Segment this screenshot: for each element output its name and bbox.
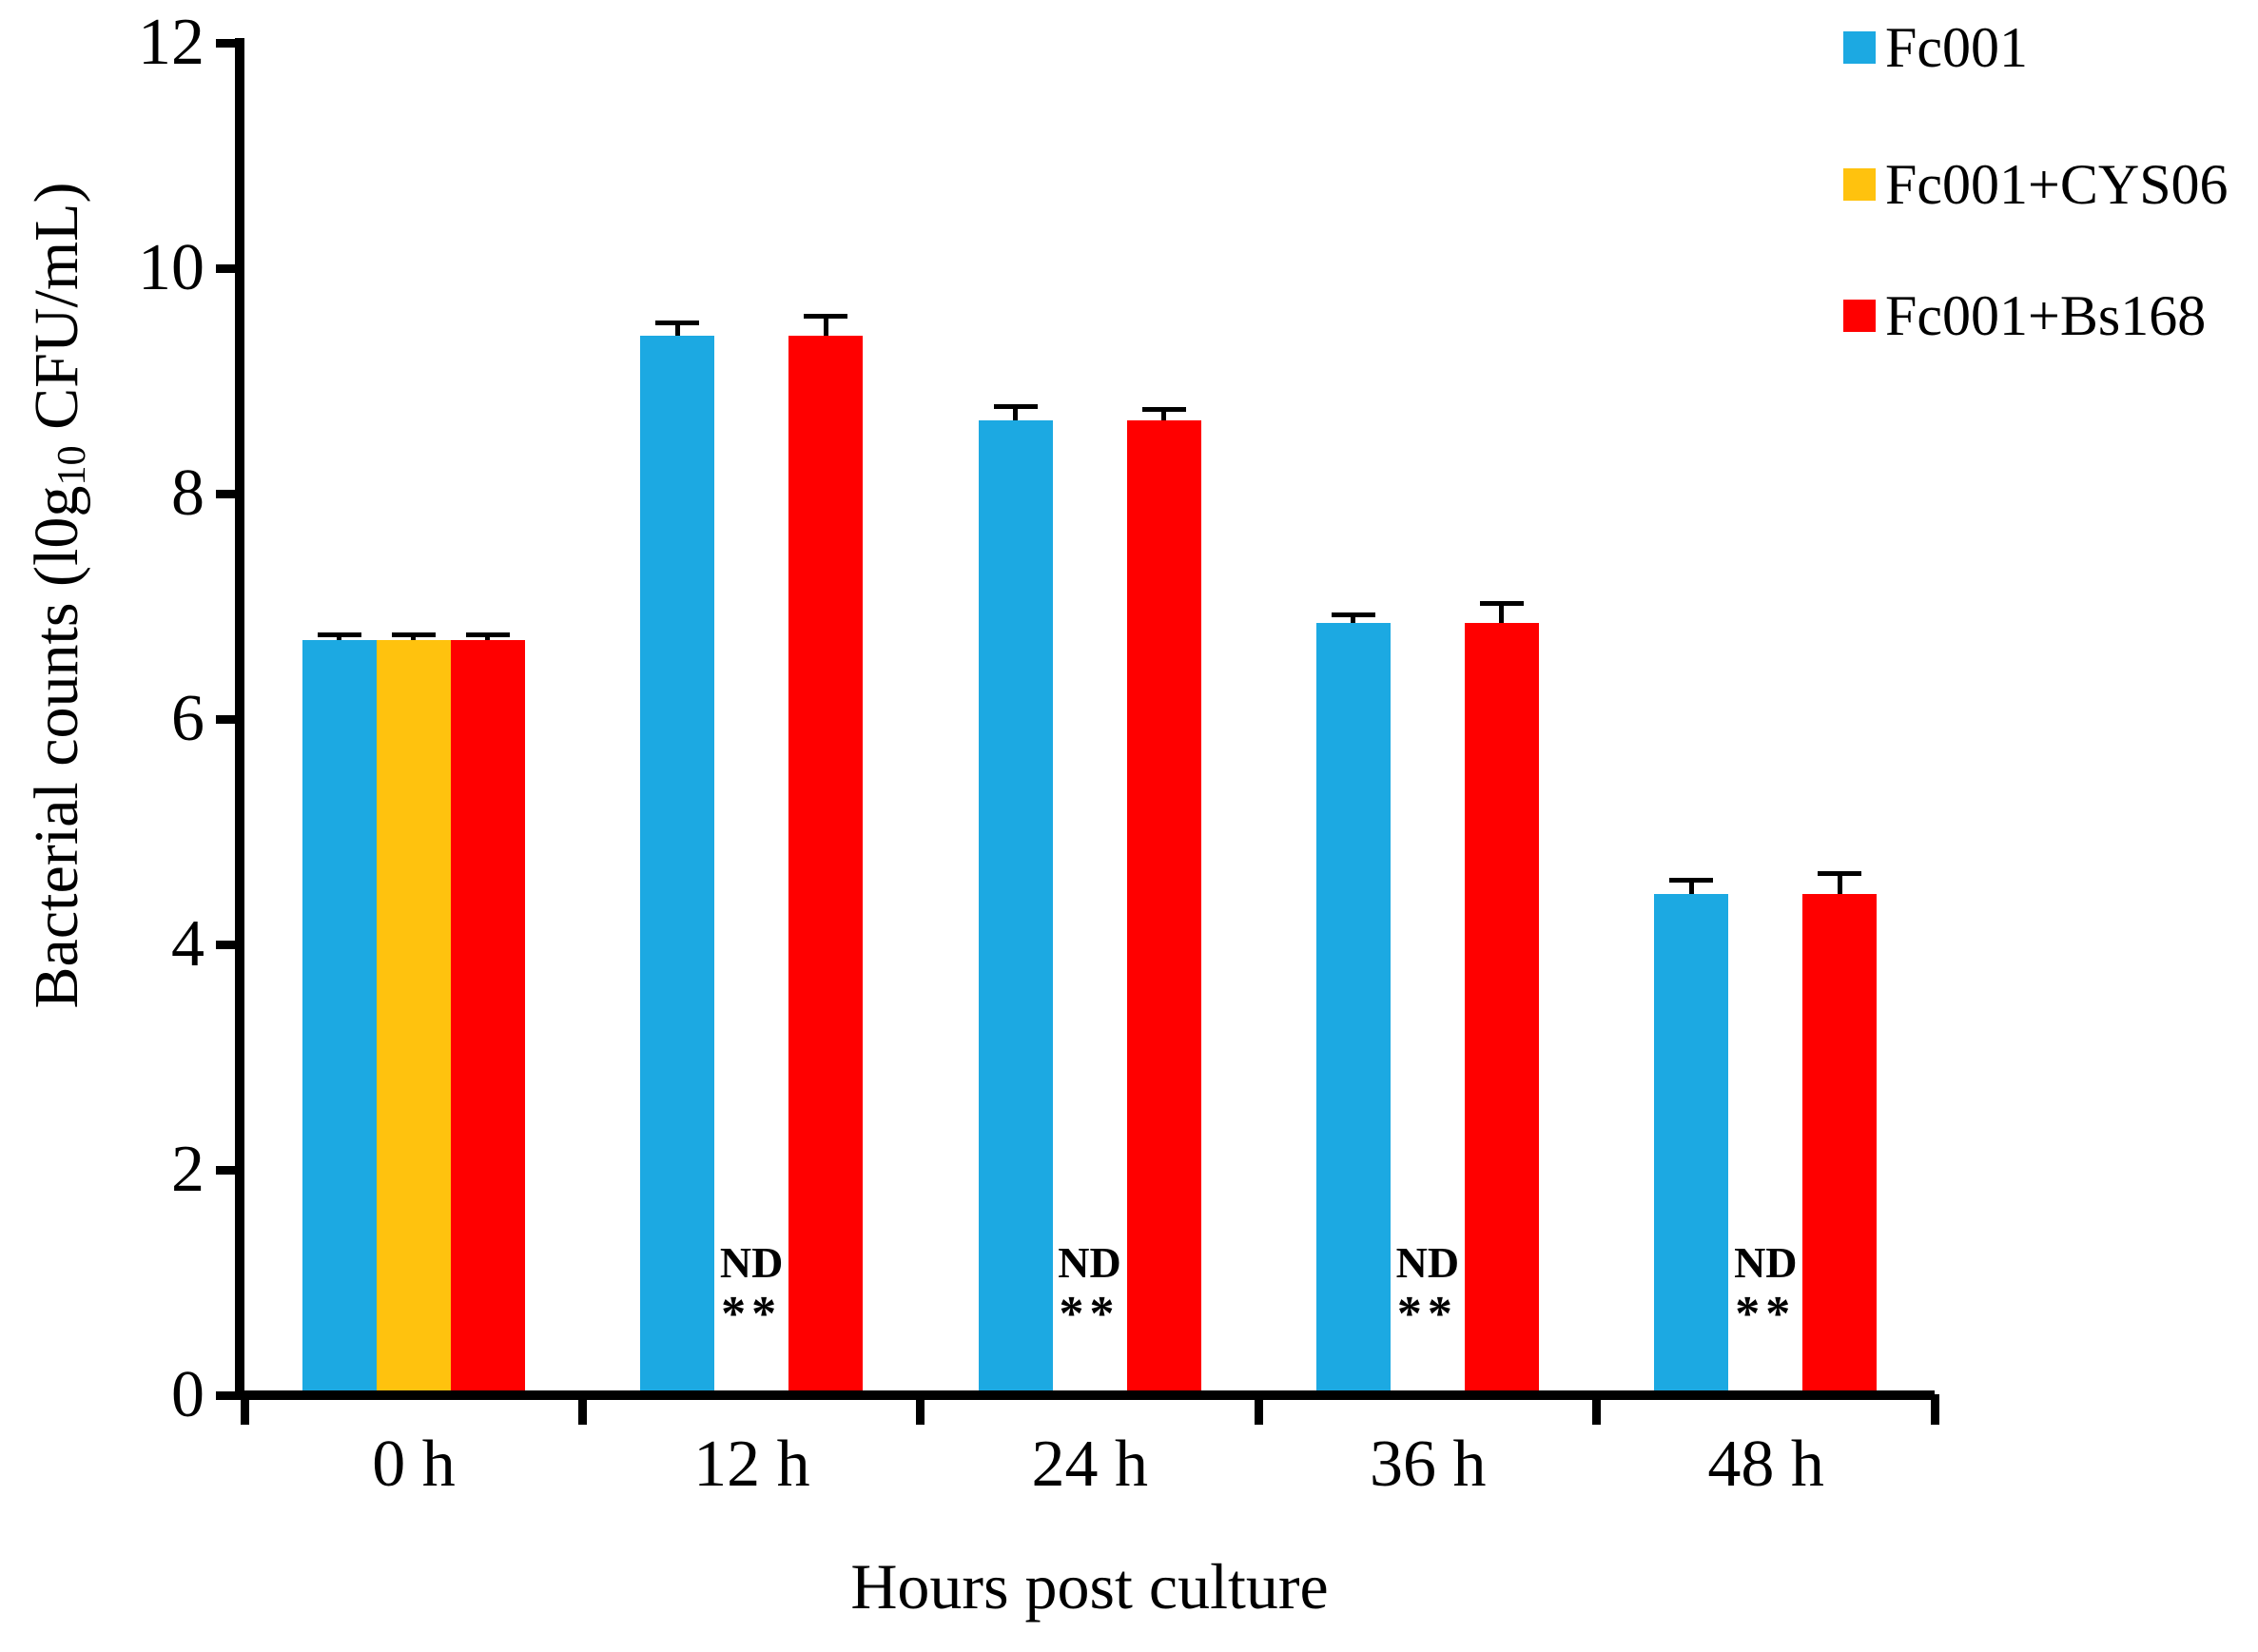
bar-fc001-cys06-0h [376,640,451,1395]
y-tick-label: 8 [171,457,204,530]
legend-swatch-fc001-cys06 [1843,168,1876,201]
error-bar-stem [1837,873,1842,894]
error-bar-cap [993,403,1038,409]
y-tick [216,490,244,498]
bar-fc001-bs168-0h [450,640,525,1395]
x-axis-line [235,1390,1935,1400]
y-tick [216,1391,244,1400]
y-tick-label: 6 [171,682,204,755]
bar-fc001-24h [978,419,1053,1395]
y-tick-label: 2 [171,1133,204,1206]
x-tick [1930,1394,1939,1425]
legend-swatch-fc001-bs168 [1843,300,1876,332]
error-bar-cap [655,320,700,325]
legend-label-fc001-cys06: Fc001+CYS06 [1885,153,2229,216]
y-tick-label: 12 [138,6,204,79]
error-bar-stem [1013,405,1018,420]
x-tick [1254,1394,1263,1425]
error-bar-cap [804,313,848,319]
y-tick [216,941,244,949]
error-bar-stem [1499,602,1505,624]
error-bar-cap [465,632,510,638]
significance-stars: ** [1396,1287,1458,1341]
error-bar-stem [1688,880,1694,894]
legend-label-fc001-bs168: Fc001+Bs168 [1885,284,2207,347]
nd-label: ND [1395,1238,1460,1287]
legend: Fc001 Fc001+CYS06 Fc001+Bs168 [1843,0,2258,380]
x-axis-title: Hours post culture [850,1550,1329,1623]
bar-fc001-36h [1315,623,1391,1395]
bar-fc001-48h [1654,893,1729,1395]
error-bar-cap [1818,871,1862,877]
y-axis-line [235,38,244,1400]
significance-stars: ** [1059,1287,1120,1341]
error-bar-cap [1331,612,1375,617]
x-tick [1592,1394,1602,1425]
bar-fc001-bs168-48h [1802,893,1878,1395]
error-bar-cap [317,632,361,638]
legend-item-fc001: Fc001 [1843,17,2028,78]
nd-label: ND [1734,1238,1798,1287]
x-category-label: 36 h [1369,1428,1487,1501]
error-bar-stem [823,315,828,337]
bar-fc001-bs168-12h [788,336,864,1395]
error-bar-cap [391,632,436,638]
y-tick [216,1166,244,1175]
error-bar-cap [1669,878,1714,884]
bar-fc001-bs168-36h [1464,623,1539,1395]
nd-label: ND [719,1238,784,1287]
legend-label-fc001: Fc001 [1885,16,2028,79]
y-axis-title-suffix: CFU/mL) [22,182,91,446]
y-axis-title: Bacterial counts (l0g10 CFU/mL) [19,0,103,1261]
error-bar-cap [1479,600,1524,606]
y-tick-label: 4 [171,907,204,981]
bar-fc001-bs168-24h [1126,419,1201,1395]
error-bar-stem [1351,613,1356,624]
legend-item-fc001-bs168: Fc001+Bs168 [1843,285,2206,346]
x-category-label: 48 h [1707,1428,1824,1501]
x-category-label: 24 h [1031,1428,1149,1501]
x-tick [240,1394,249,1425]
nd-label: ND [1058,1238,1121,1287]
x-tick [577,1394,587,1425]
x-category-label: 0 h [372,1428,456,1501]
y-tick-label: 0 [171,1358,204,1431]
error-bar-cap [1141,407,1186,413]
y-tick [216,715,244,724]
legend-swatch-fc001 [1843,31,1876,64]
x-category-label: 12 h [693,1428,810,1501]
bar-fc001-12h [640,336,715,1395]
x-tick [916,1394,925,1425]
legend-item-fc001-cys06: Fc001+CYS06 [1843,154,2229,215]
y-tick [216,264,244,273]
y-tick [216,39,244,48]
bar-fc001-0h [302,640,377,1395]
error-bar-stem [674,321,680,337]
y-tick-label: 10 [138,231,204,304]
significance-stars: ** [721,1287,783,1341]
significance-stars: ** [1735,1287,1797,1341]
error-bar-stem [1161,409,1166,420]
